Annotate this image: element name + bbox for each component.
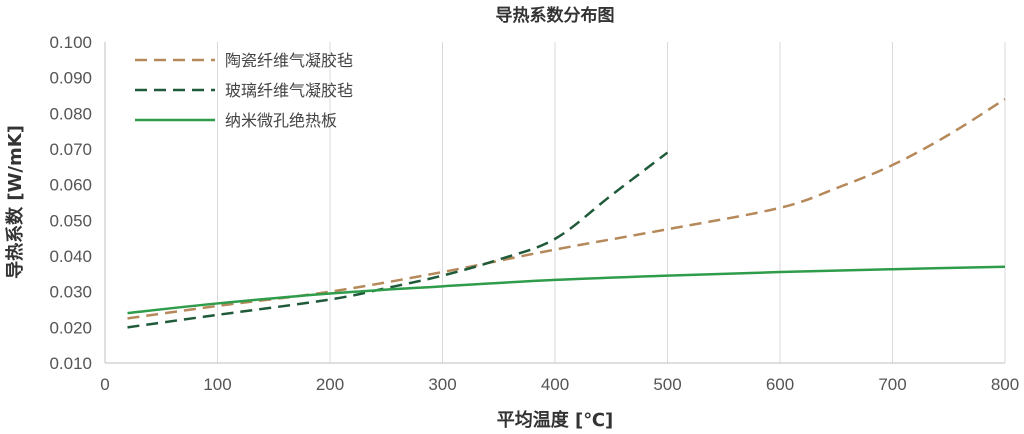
y-tick-label: 0.020 bbox=[49, 318, 92, 337]
legend-label: 纳米微孔绝热板 bbox=[225, 111, 337, 130]
x-tick-label: 100 bbox=[203, 375, 231, 394]
x-tick-label: 800 bbox=[991, 375, 1019, 394]
series-line-1 bbox=[127, 98, 1006, 320]
x-tick-label: 500 bbox=[653, 375, 681, 394]
y-tick-label: 0.010 bbox=[49, 354, 92, 373]
x-tick-label: 700 bbox=[878, 375, 906, 394]
axes: 0 100 200 300 400 500 600 700 800 0.010 0.020 0.030… bbox=[49, 33, 1019, 394]
x-tick-label: 0 bbox=[100, 375, 109, 394]
x-tick-label: 600 bbox=[766, 375, 794, 394]
y-tick-label: 0.050 bbox=[49, 211, 92, 230]
y-tick-label: 0.060 bbox=[49, 176, 92, 195]
y-tick-label: 0.080 bbox=[49, 104, 92, 123]
y-axis-title: 导热系数 [W/mK] bbox=[4, 125, 26, 279]
y-tick-label: 0.100 bbox=[49, 33, 92, 52]
y-tick-label: 0.090 bbox=[49, 69, 92, 88]
y-tick-label: 0.070 bbox=[49, 140, 92, 159]
grid bbox=[217, 42, 1006, 363]
legend-label: 陶瓷纤维气凝胶毡 bbox=[225, 51, 353, 70]
series-line-2 bbox=[127, 151, 669, 329]
x-axis-title: 平均温度 [℃] bbox=[497, 409, 614, 431]
series-line-3 bbox=[127, 265, 1006, 315]
x-tick-label: 300 bbox=[428, 375, 456, 394]
legend-label: 玻璃纤维气凝胶毡 bbox=[225, 81, 353, 100]
series-lines bbox=[127, 98, 1006, 329]
x-tick-label: 400 bbox=[541, 375, 569, 394]
y-tick-label: 0.030 bbox=[49, 283, 92, 302]
chart-title: 导热系数分布图 bbox=[496, 5, 615, 26]
x-tick-label: 200 bbox=[316, 375, 344, 394]
y-tick-label: 0.040 bbox=[49, 247, 92, 266]
